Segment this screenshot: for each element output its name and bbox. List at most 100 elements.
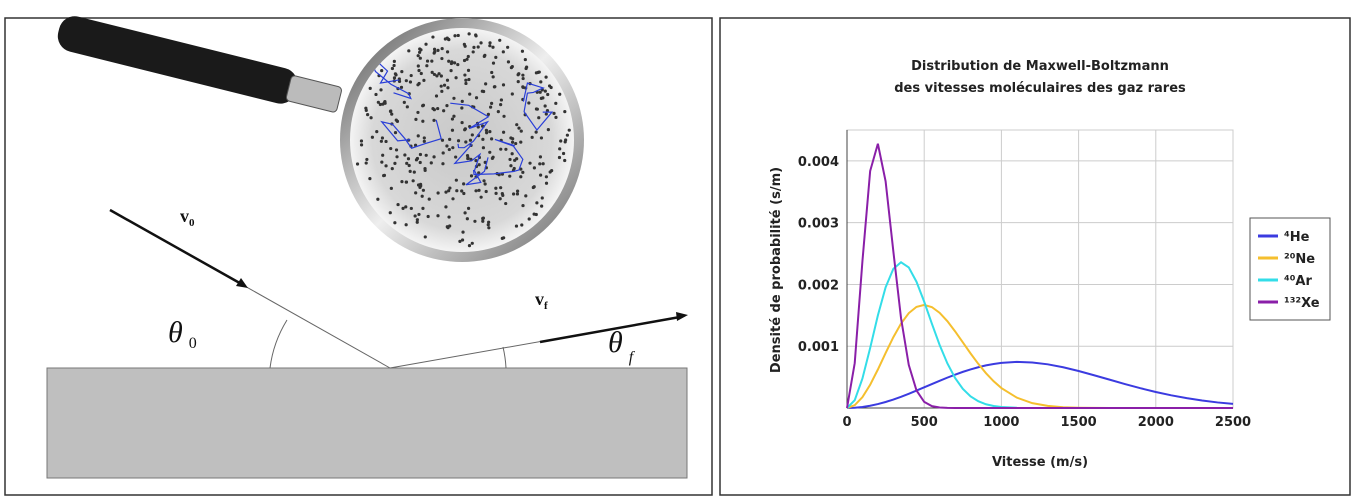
- molecule: [474, 158, 478, 163]
- molecule: [393, 221, 397, 225]
- molecule: [389, 109, 393, 113]
- molecule: [370, 135, 374, 139]
- molecule: [499, 186, 503, 190]
- molecule: [501, 130, 506, 134]
- molecule: [466, 156, 470, 161]
- molecule: [441, 151, 445, 155]
- chart: 0 500 1000 1500 2000 2500 0.001 0.002 0.003 0.004…: [798, 129, 1331, 430]
- x-tick-label: 2500: [1215, 415, 1251, 430]
- molecule: [521, 76, 525, 81]
- molecule: [515, 123, 519, 127]
- molecule: [540, 204, 544, 208]
- y-tick-label: 0.002: [798, 278, 839, 293]
- molecule: [532, 166, 536, 170]
- molecule: [501, 83, 506, 87]
- molecule: [510, 140, 515, 144]
- molecule: [490, 156, 494, 160]
- molecule: [466, 68, 471, 72]
- molecule: [464, 140, 468, 144]
- molecule: [378, 102, 382, 107]
- molecule: [414, 158, 419, 162]
- molecule: [454, 155, 458, 159]
- molecule: [467, 32, 471, 36]
- y-tick-label: 0.003: [798, 217, 839, 232]
- surface: [46, 367, 688, 479]
- molecule: [544, 75, 548, 79]
- molecule: [423, 168, 427, 172]
- molecule: [521, 203, 525, 208]
- molecule: [456, 62, 460, 67]
- molecule: [416, 134, 420, 138]
- trajectory: [522, 82, 554, 131]
- molecule: [421, 206, 425, 210]
- molecule: [519, 129, 523, 133]
- molecule: [432, 118, 436, 122]
- molecule: [381, 153, 385, 157]
- molecule: [527, 217, 531, 221]
- molecule: [486, 223, 490, 227]
- molecule: [408, 80, 413, 84]
- molecule: [436, 106, 440, 111]
- molecule: [491, 61, 496, 65]
- molecule: [484, 128, 489, 132]
- molecule: [509, 136, 513, 140]
- molecule: [444, 205, 448, 209]
- symbol: θ: [168, 316, 183, 349]
- molecule: [442, 109, 446, 113]
- molecule: [521, 85, 525, 89]
- x-tick-label: 0: [842, 415, 851, 430]
- molecule: [532, 212, 536, 216]
- molecule: [519, 140, 523, 144]
- x-tick-label: 500: [911, 415, 938, 430]
- molecule: [436, 48, 440, 52]
- molecule: [499, 103, 503, 107]
- molecule: [509, 164, 513, 168]
- molecule: [561, 151, 566, 156]
- molecule: [502, 236, 506, 240]
- molecule: [541, 96, 545, 100]
- molecule: [546, 128, 550, 132]
- molecule: [480, 89, 484, 93]
- molecule: [476, 45, 480, 49]
- molecule: [445, 104, 449, 108]
- molecule: [508, 174, 512, 178]
- molecule: [417, 68, 421, 73]
- velocity-label: v0: [180, 206, 195, 229]
- molecule: [460, 189, 464, 193]
- molecule: [404, 205, 408, 209]
- molecule: [445, 225, 449, 229]
- molecule: [557, 155, 562, 160]
- molecule: [409, 206, 413, 211]
- molecule: [479, 195, 483, 199]
- outgoing-arrow: [539, 315, 681, 344]
- molecule: [463, 128, 467, 132]
- molecule: [463, 73, 467, 77]
- molecule: [436, 191, 440, 195]
- molecule: [424, 153, 428, 157]
- molecule: [474, 96, 479, 100]
- molecule: [449, 69, 453, 73]
- molecule: [504, 201, 508, 206]
- molecule: [400, 179, 404, 184]
- molecule: [490, 101, 494, 105]
- molecule: [464, 81, 468, 86]
- molecule: [544, 112, 548, 116]
- legend-label: ²⁰Ne: [1284, 252, 1315, 267]
- molecule: [369, 116, 373, 120]
- molecule: [485, 131, 489, 135]
- molecule: [393, 161, 397, 165]
- y-axis-label: Densité de probabilité (s/m): [769, 167, 784, 373]
- molecule: [393, 131, 398, 135]
- molecule: [501, 50, 505, 54]
- molecule: [514, 141, 518, 146]
- trajectory: [450, 102, 490, 149]
- molecule: [548, 170, 552, 174]
- molecule: [460, 238, 465, 242]
- subscript: f: [629, 349, 636, 366]
- molecule: [483, 182, 487, 186]
- molecule: [439, 84, 443, 88]
- molecule: [487, 220, 491, 224]
- molecule: [389, 146, 393, 151]
- molecule: [384, 139, 388, 144]
